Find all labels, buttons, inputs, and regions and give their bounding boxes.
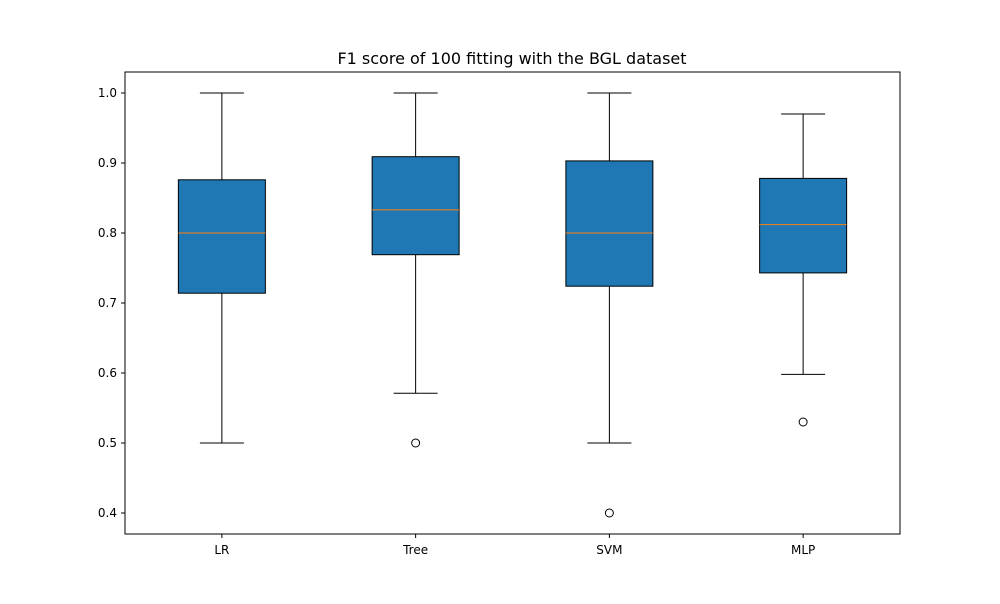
x-tick-label: LR [214, 543, 229, 557]
y-tick-label: 0.4 [98, 506, 117, 520]
iqr-box [371, 156, 460, 256]
x-tick-label: MLP [791, 543, 815, 557]
box-lr [177, 92, 266, 444]
y-axis: 0.4 0.5 0.6 0.7 0.8 0.9 1.0 [98, 86, 125, 520]
iqr-box [759, 177, 848, 274]
x-tick-label: SVM [596, 543, 622, 557]
box-svm [565, 92, 654, 518]
y-tick-label: 0.7 [98, 296, 117, 310]
box-tree [371, 92, 460, 448]
x-tick-label: Tree [402, 543, 428, 557]
outlier-point [411, 438, 421, 448]
box-mlp [759, 113, 848, 427]
y-tick-label: 0.5 [98, 436, 117, 450]
chart-title: F1 score of 100 fitting with the BGL dat… [337, 49, 686, 68]
iqr-box [177, 179, 266, 294]
outlier-point [798, 417, 808, 427]
outlier-point [604, 508, 614, 518]
y-tick-label: 0.8 [98, 226, 117, 240]
y-tick-label: 0.9 [98, 156, 117, 170]
iqr-box [565, 160, 654, 287]
y-tick-label: 1.0 [98, 86, 117, 100]
x-axis: LR Tree SVM MLP [214, 534, 815, 557]
plot-area [177, 92, 848, 518]
y-tick-label: 0.6 [98, 366, 117, 380]
